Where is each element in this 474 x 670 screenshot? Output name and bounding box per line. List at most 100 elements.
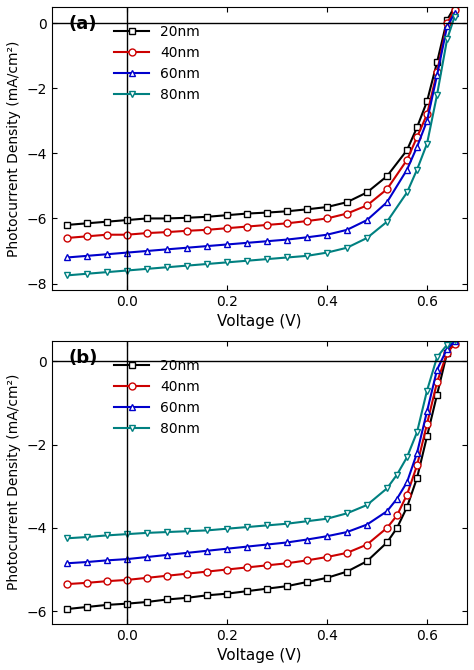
40nm <box>384 524 390 532</box>
80nm <box>424 139 430 147</box>
20nm <box>452 3 457 11</box>
60nm <box>124 555 130 563</box>
Line: 80nm: 80nm <box>64 13 458 279</box>
40nm <box>414 133 420 141</box>
40nm <box>104 577 109 585</box>
80nm <box>404 453 410 461</box>
60nm <box>224 545 230 553</box>
80nm <box>284 520 290 528</box>
60nm <box>204 547 210 555</box>
80nm <box>224 259 230 267</box>
20nm <box>104 218 109 226</box>
20nm <box>204 592 210 600</box>
60nm <box>284 236 290 244</box>
40nm <box>452 340 457 348</box>
40nm <box>344 549 350 557</box>
60nm <box>224 241 230 249</box>
80nm <box>264 521 270 529</box>
60nm <box>324 230 330 239</box>
80nm <box>164 528 170 536</box>
80nm <box>224 525 230 533</box>
20nm <box>424 97 430 105</box>
60nm <box>394 494 400 502</box>
40nm <box>244 563 250 572</box>
Legend: 20nm, 40nm, 60nm, 80nm: 20nm, 40nm, 60nm, 80nm <box>109 353 205 441</box>
20nm <box>364 557 370 565</box>
80nm <box>184 527 190 535</box>
40nm <box>394 511 400 519</box>
40nm <box>434 378 440 386</box>
X-axis label: Voltage (V): Voltage (V) <box>217 314 302 330</box>
80nm <box>404 188 410 196</box>
60nm <box>144 247 150 255</box>
60nm <box>104 250 109 258</box>
40nm <box>444 19 450 27</box>
80nm <box>324 515 330 523</box>
40nm <box>104 230 109 239</box>
60nm <box>424 407 430 415</box>
80nm <box>384 218 390 226</box>
40nm <box>324 214 330 222</box>
40nm <box>124 230 130 239</box>
20nm <box>384 539 390 547</box>
40nm <box>204 226 210 234</box>
20nm <box>64 221 70 229</box>
80nm <box>452 13 457 21</box>
80nm <box>444 36 450 44</box>
20nm <box>344 567 350 576</box>
80nm <box>104 268 109 276</box>
60nm <box>424 117 430 125</box>
Y-axis label: Photocurrent Density (mA/cm²): Photocurrent Density (mA/cm²) <box>7 374 21 590</box>
60nm <box>304 233 310 241</box>
80nm <box>384 484 390 492</box>
80nm <box>344 244 350 252</box>
60nm <box>344 226 350 234</box>
20nm <box>264 208 270 216</box>
Y-axis label: Photocurrent Density (mA/cm²): Photocurrent Density (mA/cm²) <box>7 40 21 257</box>
40nm <box>144 229 150 237</box>
20nm <box>304 578 310 586</box>
80nm <box>124 530 130 538</box>
Line: 60nm: 60nm <box>64 338 458 567</box>
X-axis label: Voltage (V): Voltage (V) <box>217 648 302 663</box>
20nm <box>104 601 109 609</box>
20nm <box>184 594 190 602</box>
40nm <box>404 490 410 498</box>
60nm <box>264 237 270 245</box>
Legend: 20nm, 40nm, 60nm, 80nm: 20nm, 40nm, 60nm, 80nm <box>109 19 205 107</box>
40nm <box>384 185 390 193</box>
80nm <box>452 336 457 344</box>
60nm <box>444 23 450 31</box>
80nm <box>144 265 150 273</box>
20nm <box>414 123 420 131</box>
40nm <box>324 553 330 561</box>
20nm <box>224 211 230 219</box>
Line: 20nm: 20nm <box>64 3 458 228</box>
60nm <box>452 338 457 346</box>
60nm <box>84 558 90 566</box>
80nm <box>304 252 310 260</box>
20nm <box>344 198 350 206</box>
Line: 40nm: 40nm <box>64 340 458 588</box>
40nm <box>344 210 350 218</box>
Text: (b): (b) <box>68 349 98 367</box>
20nm <box>404 503 410 511</box>
40nm <box>414 462 420 470</box>
60nm <box>364 216 370 224</box>
80nm <box>144 529 150 537</box>
60nm <box>104 556 109 564</box>
40nm <box>364 202 370 210</box>
Line: 20nm: 20nm <box>64 339 458 612</box>
60nm <box>264 541 270 549</box>
Text: (a): (a) <box>68 15 97 34</box>
40nm <box>304 217 310 225</box>
80nm <box>204 527 210 535</box>
40nm <box>424 420 430 428</box>
40nm <box>64 580 70 588</box>
40nm <box>244 222 250 230</box>
80nm <box>394 470 400 478</box>
80nm <box>244 257 250 265</box>
60nm <box>144 553 150 561</box>
80nm <box>64 534 70 542</box>
60nm <box>434 71 440 79</box>
